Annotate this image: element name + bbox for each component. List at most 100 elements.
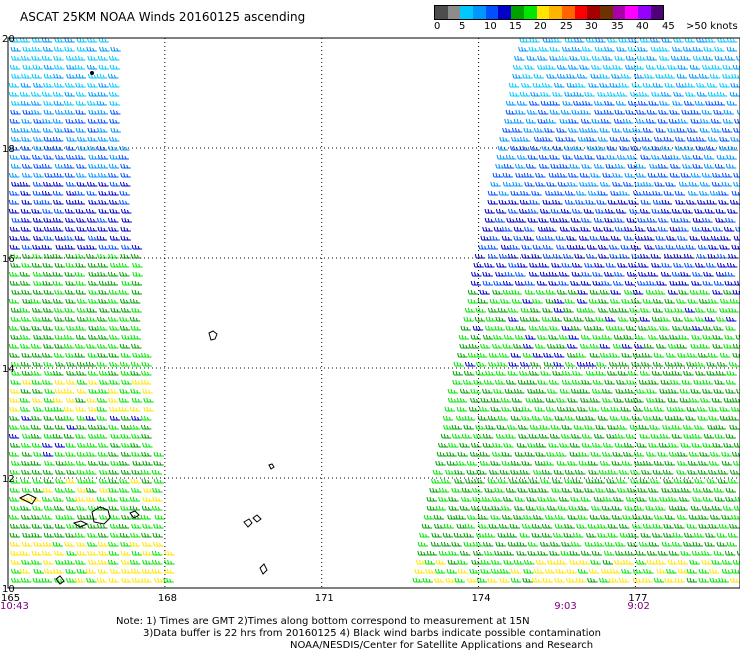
wind-barb <box>585 370 597 376</box>
wind-barb <box>21 460 32 466</box>
wind-barb <box>720 235 731 241</box>
wind-barb <box>43 136 55 142</box>
legend-label: 30 <box>585 21 598 32</box>
wind-barb <box>698 460 709 466</box>
wind-barb <box>109 118 120 124</box>
wind-barb <box>21 163 33 169</box>
wind-barb <box>630 91 641 97</box>
wind-barb <box>516 100 528 106</box>
wind-barb <box>672 100 683 106</box>
wind-barb <box>698 73 710 79</box>
wind-barb <box>667 559 679 565</box>
wind-barb <box>495 541 506 547</box>
wind-barb <box>631 415 643 421</box>
wind-barb <box>683 253 695 259</box>
wind-barb <box>63 334 75 340</box>
wind-barb <box>653 406 665 412</box>
wind-barb <box>707 91 719 97</box>
wind-barb <box>691 442 702 448</box>
lat-tick-label: 12 <box>2 474 15 485</box>
wind-barb <box>629 316 640 322</box>
wind-barb <box>718 199 729 205</box>
wind-barb <box>690 505 702 511</box>
wind-barb <box>438 550 450 556</box>
wind-barb <box>54 379 66 385</box>
wind-barb <box>31 532 42 538</box>
wind-barb <box>451 424 463 430</box>
wind-barb <box>602 442 614 448</box>
wind-barb <box>733 127 740 133</box>
wind-barb <box>459 505 471 511</box>
wind-barb <box>65 442 77 448</box>
wind-barb <box>75 208 86 214</box>
wind-barb <box>490 406 501 412</box>
wind-barb <box>31 415 42 421</box>
wind-barb <box>120 235 131 241</box>
wind-barb <box>699 289 711 295</box>
wind-barb <box>585 478 596 484</box>
wind-barb <box>549 433 561 439</box>
wind-barb <box>119 496 131 502</box>
wind-barb <box>494 487 505 493</box>
wind-barb <box>602 55 613 61</box>
wind-barb <box>21 262 32 268</box>
wind-barb <box>514 451 526 457</box>
wind-barb <box>121 568 132 574</box>
wind-barb <box>721 127 733 133</box>
island-outlines <box>18 71 275 585</box>
wind-barb <box>42 298 53 304</box>
wind-barb <box>545 289 557 295</box>
wind-barb <box>695 262 706 268</box>
wind-barb <box>52 91 64 97</box>
wind-barb <box>481 496 493 502</box>
wind-barb <box>140 514 152 520</box>
wind-barb <box>530 307 541 313</box>
wind-barb <box>98 64 109 70</box>
wind-barb <box>715 208 727 214</box>
wind-barb <box>702 64 713 70</box>
wind-barb <box>499 136 510 142</box>
wind-barb <box>33 145 44 151</box>
wind-barb <box>31 523 43 529</box>
wind-barb <box>597 91 608 97</box>
wind-barb <box>10 334 21 340</box>
wind-barb <box>663 136 675 142</box>
wind-barb <box>618 577 630 583</box>
wind-barb <box>733 442 740 448</box>
wind-barb <box>508 361 519 367</box>
wind-barb <box>630 145 641 151</box>
legend-labels: 0 5 10 15 20 25 30 35 40 45 >50 knots <box>434 20 738 34</box>
wind-barb <box>672 325 683 331</box>
wind-barb <box>607 37 618 43</box>
wind-barb <box>9 415 20 421</box>
wind-barb <box>605 316 616 322</box>
wind-barb <box>622 514 633 520</box>
wind-barb <box>531 415 543 421</box>
wind-barb <box>19 397 31 403</box>
wind-barb <box>682 208 693 214</box>
legend-swatch <box>435 6 448 19</box>
wind-barb <box>491 559 502 565</box>
wind-barb <box>625 496 637 502</box>
wind-barb <box>564 523 575 529</box>
wind-barb <box>85 568 97 574</box>
wind-barb <box>680 217 691 223</box>
wind-barb <box>619 136 631 142</box>
wind-barb <box>652 469 664 475</box>
wind-barb <box>97 532 109 538</box>
wind-barb <box>702 280 713 286</box>
wind-barb <box>729 424 740 430</box>
wind-barb <box>634 235 646 241</box>
wind-barb <box>564 145 575 151</box>
wind-barb <box>468 343 480 349</box>
wind-barb <box>515 172 526 178</box>
wind-barb <box>559 388 571 394</box>
wind-barb <box>31 550 43 556</box>
lon-tick-label: 165 <box>1 593 20 604</box>
wind-barb <box>492 442 503 448</box>
wind-barb <box>465 478 476 484</box>
wind-barb <box>593 325 604 331</box>
wind-barb <box>97 55 109 61</box>
wind-barb <box>537 496 548 502</box>
wind-barb <box>581 433 593 439</box>
